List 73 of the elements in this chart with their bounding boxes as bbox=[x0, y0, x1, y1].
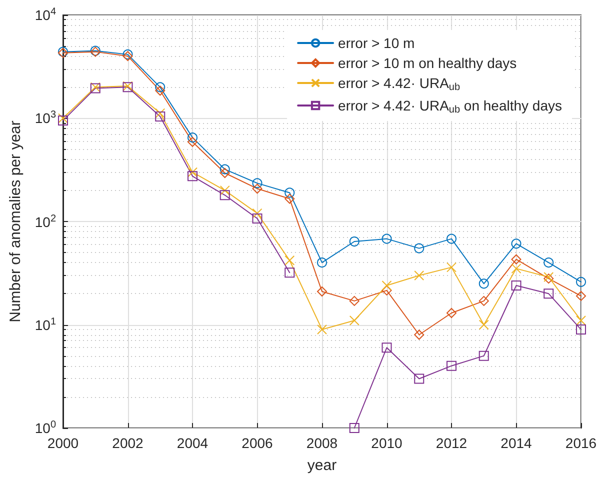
point bbox=[478, 278, 489, 289]
point bbox=[446, 308, 456, 318]
point bbox=[446, 262, 456, 272]
point bbox=[284, 255, 295, 266]
point bbox=[220, 168, 230, 178]
point bbox=[155, 82, 166, 92]
point bbox=[349, 236, 360, 247]
point bbox=[155, 86, 166, 96]
legend-label: error > 10 m on healthy days bbox=[338, 55, 517, 71]
y-tick-label: 10$^{1}$ bbox=[34, 315, 56, 335]
point bbox=[576, 276, 586, 287]
point bbox=[576, 315, 586, 326]
x-axis-title: year bbox=[307, 457, 337, 474]
x-tick-label: 2010 bbox=[371, 435, 403, 451]
x-tick-label: 2014 bbox=[500, 435, 532, 451]
x-tick-label: 2008 bbox=[306, 435, 338, 451]
y-tick-label: 10$^{0}$ bbox=[34, 418, 56, 438]
point bbox=[446, 360, 456, 371]
point bbox=[155, 108, 166, 118]
point bbox=[284, 268, 295, 278]
point bbox=[284, 194, 295, 204]
y-tick-label: 10$^{3}$ bbox=[34, 108, 56, 128]
point bbox=[252, 213, 262, 224]
x-tick-label: 2004 bbox=[176, 435, 208, 451]
point bbox=[220, 164, 230, 174]
point bbox=[220, 185, 230, 196]
point bbox=[349, 423, 360, 433]
legend-label: error > 10 m bbox=[338, 35, 415, 51]
point bbox=[382, 280, 392, 290]
point bbox=[576, 290, 586, 301]
point bbox=[511, 238, 522, 249]
point bbox=[317, 258, 327, 268]
point bbox=[511, 254, 522, 264]
x-tick-label: 2016 bbox=[565, 435, 597, 451]
point bbox=[414, 374, 424, 384]
point bbox=[478, 296, 489, 306]
y-axis-title: Number of anomalies per year bbox=[7, 120, 24, 322]
point bbox=[252, 184, 262, 194]
point bbox=[544, 288, 554, 299]
y-tick-label: 10$^{2}$ bbox=[34, 212, 56, 232]
point bbox=[188, 132, 198, 143]
point bbox=[576, 324, 586, 334]
point bbox=[446, 234, 456, 244]
point bbox=[414, 243, 424, 254]
point bbox=[188, 171, 198, 182]
point bbox=[252, 208, 262, 218]
point bbox=[284, 188, 295, 198]
point bbox=[317, 324, 327, 334]
x-tick-label: 2000 bbox=[47, 435, 79, 451]
point bbox=[382, 234, 392, 244]
point bbox=[382, 342, 392, 353]
point bbox=[478, 350, 489, 361]
point bbox=[220, 190, 230, 200]
point bbox=[414, 330, 424, 340]
x-tick-label: 2002 bbox=[112, 435, 144, 451]
point bbox=[252, 178, 262, 188]
point bbox=[414, 270, 424, 280]
point bbox=[349, 315, 360, 326]
point bbox=[511, 264, 522, 274]
point bbox=[382, 285, 392, 296]
point bbox=[544, 258, 554, 268]
point bbox=[58, 113, 68, 124]
x-tick-label: 2012 bbox=[436, 435, 468, 451]
point bbox=[58, 116, 68, 126]
point bbox=[188, 136, 198, 147]
point bbox=[511, 280, 522, 290]
point bbox=[317, 286, 327, 296]
x-tick-label: 2006 bbox=[242, 435, 274, 451]
y-tick-label: 10$^{4}$ bbox=[34, 5, 56, 25]
point bbox=[155, 111, 166, 122]
point bbox=[349, 296, 360, 306]
point bbox=[188, 167, 198, 178]
point bbox=[478, 320, 489, 330]
